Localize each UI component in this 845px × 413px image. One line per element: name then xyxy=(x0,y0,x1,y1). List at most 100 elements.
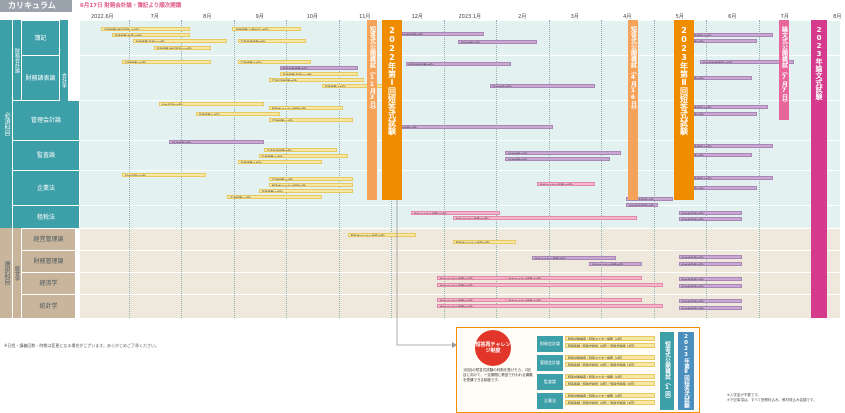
course-bar: 論文対策(7回) xyxy=(395,125,553,129)
category-required: 必須科目 xyxy=(0,20,12,228)
month-label: 9月 xyxy=(255,14,264,20)
connector-line xyxy=(396,200,457,348)
month-label: 4月 xyxy=(623,14,632,20)
subject-row-label: 財務諸表論 xyxy=(22,56,59,100)
course-bar: 論文マスター講義(20回) xyxy=(437,283,663,287)
course-bar: 論文答案講座(3回) xyxy=(626,203,658,207)
course-bar: 基礎講義(簿記基礎)(15回) xyxy=(153,46,212,50)
subject-row-label: 監査論 xyxy=(13,141,79,170)
challenge-course-item: 短答対策講座・短答マスター講義（1回） xyxy=(565,393,655,398)
challenge-course-item: 短答答練・短答式模試（2回）・短答式答練（3回） xyxy=(565,343,655,348)
required-band xyxy=(80,20,840,228)
month-gridline xyxy=(758,20,760,318)
course-bar: 基礎講義(13回) xyxy=(195,112,280,116)
month-gridline xyxy=(601,20,602,318)
challenge-subject-label: 財務会計論 xyxy=(537,336,563,352)
exam-event-essay-mock: 論文式公開模試（7月7日） xyxy=(779,20,789,120)
course-bar: 応用基礎講義(8回) xyxy=(269,78,364,82)
row-separator xyxy=(80,55,840,56)
course-bar: 短答対策講義(8回) xyxy=(395,32,485,36)
course-bar: 論文マスター講義(20回) xyxy=(437,304,663,308)
course-bar: 論文マスター講義(20回) xyxy=(505,298,642,302)
course-bar: 論文マスター講義(20回) xyxy=(505,276,642,280)
month-label: 10月 xyxy=(306,14,318,20)
month-gridline xyxy=(496,20,497,318)
challenge-subject-label: 監査論 xyxy=(537,374,563,390)
subject-row-label: 財務管理論 xyxy=(22,251,75,272)
course-bar: 基礎講義(15回) xyxy=(122,60,212,64)
header: カリキュラム 6月17日 財務会計論・簿記より順次開講 xyxy=(0,0,845,12)
header-title-bg xyxy=(0,0,72,12)
exam-event-exam1: 2022年第Ⅰ回短答式試験 xyxy=(382,20,402,200)
course-bar: 応用講義(12回) xyxy=(269,118,353,122)
course-bar: 論文式答練(4回) xyxy=(678,255,742,259)
month-gridline xyxy=(181,20,182,318)
row-separator xyxy=(80,170,840,171)
month-label: 2023.1月 xyxy=(458,14,482,20)
challenge-subject-label: 企業法 xyxy=(537,393,563,409)
course-bar: 基礎講義(基礎)(12回) xyxy=(279,72,359,76)
exam-event-essay-exam: 2023年論文式試験 xyxy=(811,20,827,318)
side-note: ※下記事項は、すべて授業料込み。教材費込み金額です。 xyxy=(727,398,817,402)
month-label: 2022.6月 xyxy=(91,14,114,20)
course-bar: 論文対策(7回) xyxy=(505,151,621,155)
course-bar: 短答対策講義(8回) xyxy=(279,66,359,70)
month-gridline xyxy=(128,20,130,318)
month-gridline xyxy=(286,20,287,318)
subject-row-label: 管理会計論 xyxy=(13,101,79,140)
challenge-course-item: 短答答練・短答式模試（2回）・短答式答練（3回） xyxy=(565,400,655,405)
month-label: 11月 xyxy=(359,14,371,20)
course-bar: 論文式対策講座(16回) xyxy=(699,60,794,64)
category-elective: 選択科目 xyxy=(0,228,12,318)
course-bar: 基礎講義(15回) xyxy=(237,160,322,164)
page-title: カリキュラム xyxy=(8,1,56,10)
challenge-course-item: 短答対策講座・短答マスター講義（1回） xyxy=(565,355,655,360)
side-notes: ※入学金が不要です。 ※下記事項は、すべて授業料込み。教材費込み金額です。 xyxy=(727,393,817,403)
month-gridline xyxy=(233,20,235,318)
course-bar: 論文式答練(4回) xyxy=(678,277,742,281)
start-note: 6月17日 財務会計論・簿記より順次開講 xyxy=(80,3,182,9)
course-bar: 論文マスター講義(8回) xyxy=(589,262,642,266)
course-bar: 論文対策(5回) xyxy=(505,157,611,161)
row-separator xyxy=(80,205,840,206)
course-bar: 論文基礎(20回) xyxy=(122,173,206,177)
challenge-exam: 2023年第Ⅱ回短答式試験 xyxy=(678,332,694,410)
course-bar: 論文式答練(4回) xyxy=(678,306,742,310)
subject-row-label: 企業法 xyxy=(13,171,79,205)
subject-row-label: 経営管理論 xyxy=(22,229,75,250)
row-separator xyxy=(80,294,840,295)
course-bar: 短答式マスター講座(6回) xyxy=(269,183,353,187)
challenge-course-item: 短答答練・短答式模試（2回）・短答式答練（3回） xyxy=(565,381,655,386)
row-separator xyxy=(80,100,840,101)
row-separator xyxy=(80,228,840,229)
course-bar: 応用講義(27回) xyxy=(269,177,353,181)
group-label: 会計学 xyxy=(60,20,68,140)
course-bar: 論文対策(5回) xyxy=(489,84,595,88)
subject-row-label: 租税法 xyxy=(13,206,79,228)
row-separator xyxy=(80,272,840,273)
course-bar: 論文マスター講義(20回) xyxy=(410,211,500,215)
month-gridline xyxy=(338,20,340,318)
course-bar: 短答対策講義(8回) xyxy=(405,62,511,66)
course-bar: 短答式マスター講座(6回) xyxy=(347,233,416,237)
footnote: ※日程・講義回数・時期は変更になる場合がございます。あらかじめご了承ください。 xyxy=(4,343,159,348)
month-gridline xyxy=(443,20,445,318)
course-bar: 基礎講義(15回) xyxy=(321,84,390,88)
course-bar: 応用基礎講義(8回) xyxy=(263,148,338,152)
challenge-course-item: 短答対策講座・短答マスター講義（1回） xyxy=(565,374,655,379)
course-bar: 論文対策(7回) xyxy=(169,140,264,144)
course-bar: 基礎講義(計算)(5回) xyxy=(111,33,191,37)
subject-row-label: 統計学 xyxy=(22,295,75,318)
exam-event-short2: 短答式公開模試（4月16日） xyxy=(628,20,638,200)
course-bar: 応用講義(27回) xyxy=(237,60,311,64)
group-label: 経営学 xyxy=(13,228,21,318)
group-label: 財務会計論 xyxy=(13,20,21,100)
course-bar: 応用基礎講義(8回) xyxy=(237,39,306,43)
course-bar: 短答式マスター講座(6回) xyxy=(269,106,343,110)
challenge-subject-label: 管理会計論 xyxy=(537,355,563,371)
course-bar: 論文式答練(4回) xyxy=(678,211,742,215)
challenge-mock-exam: 短答式公開模試（1回） xyxy=(660,332,674,410)
month-label: 8月 xyxy=(203,14,212,20)
month-label: 12月 xyxy=(411,14,423,20)
month-label: 6月 xyxy=(728,14,737,20)
